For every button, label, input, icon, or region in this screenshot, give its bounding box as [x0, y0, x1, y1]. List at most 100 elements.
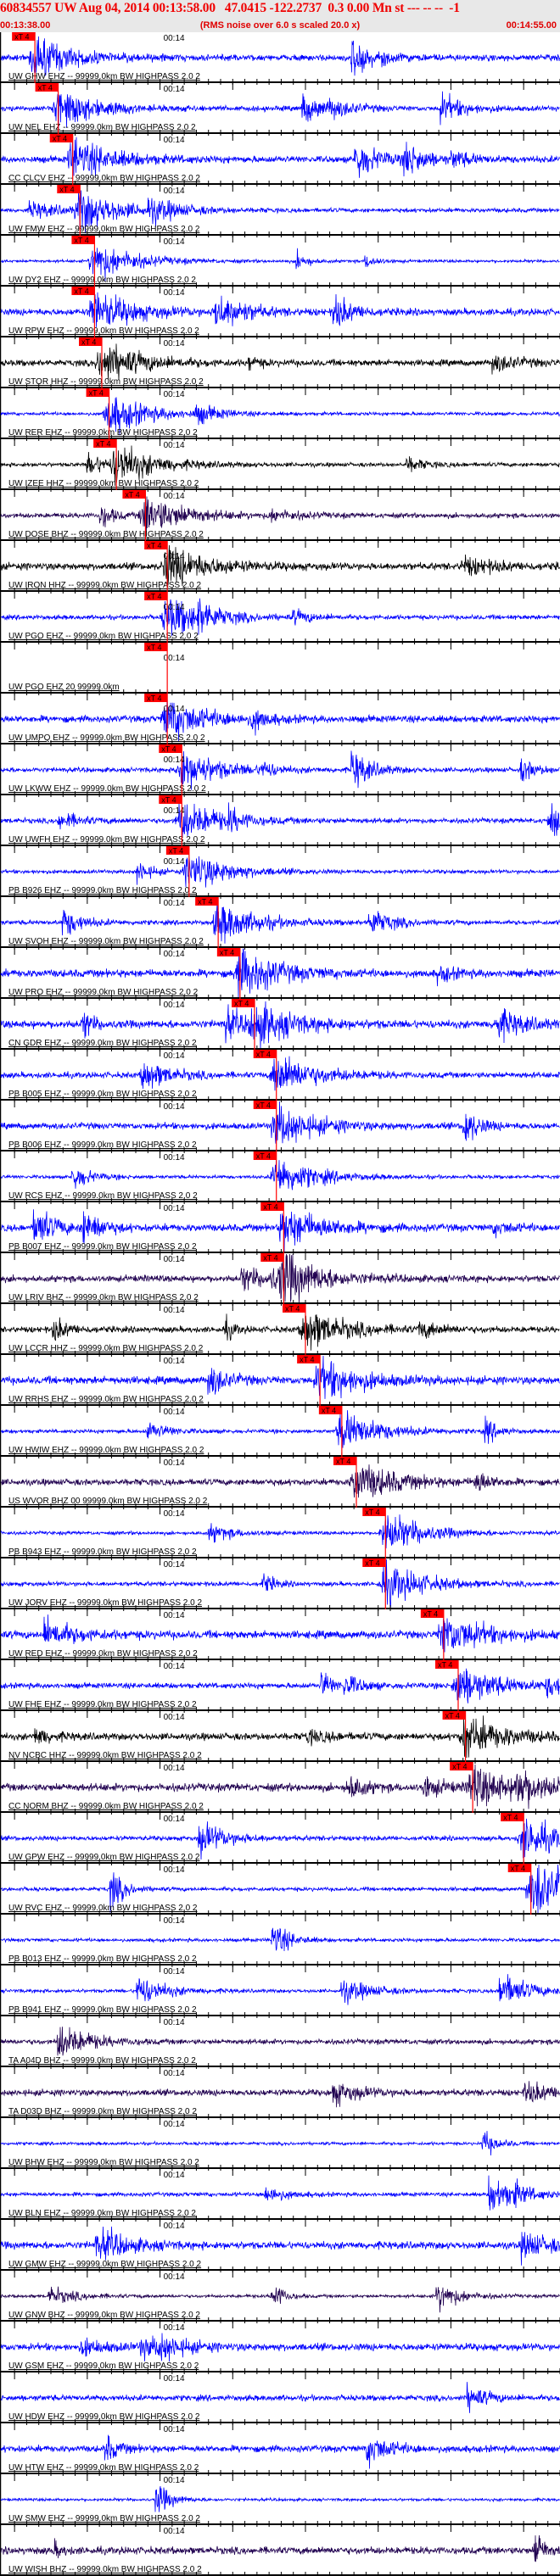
pick-label: xT 4 [336, 1458, 350, 1466]
pick-marker [57, 185, 81, 193]
trace-panel: 00:14 PB B005 EHZ -- 99999.0km BW HIGHPAS… [0, 1050, 560, 1107]
waveform [0, 750, 560, 790]
trace-panel: 00:14 UW IRON HHZ -- 99999.0km BW HIGHPAS… [0, 541, 560, 599]
tick-label: 00:14 [164, 806, 185, 816]
trace-panel: 00:14 UW LRIV BHZ -- 99999.0km BW HIGHPAS… [0, 1253, 560, 1311]
pick-label: xT 4 [452, 1763, 467, 1771]
waveform [0, 1614, 560, 1653]
trace-panel: 00:14 UW DY2 EHZ -- 99999.0km BW HIGHPASS… [0, 236, 560, 293]
waveform [1, 1864, 560, 1914]
waveform [0, 1410, 560, 1448]
pick-label: xT 4 [445, 1712, 460, 1720]
trace-panel: 00:14 UW GSM EHZ -- 99999.0km BW HIGHPASS… [0, 2323, 560, 2379]
pick-marker [253, 1050, 277, 1058]
waveform [0, 2286, 560, 2313]
tick-label: 00:14 [164, 950, 185, 959]
tick-label: 00:14 [164, 2323, 185, 2333]
station-label: UW RED EHZ -- 99999.0km BW HIGHPASS 2.0 … [8, 1649, 198, 1659]
trace-panel: 00:14 NV NCBC HHZ -- 99999.0km BW HIGHPAS… [0, 1711, 560, 1769]
tick-label: 00:14 [164, 492, 185, 501]
tick-label: 00:14 [164, 339, 185, 348]
trace-panel: 00:14 PB B006 EHZ -- 99999.0km BW HIGHPAS… [0, 1101, 560, 1158]
station-label: UW NEL EHZ -- 99999.0km BW HIGHPASS 2.0 … [8, 123, 196, 132]
trace-panel: 00:14 UW LKWW EHZ -- 99999.0km BW HIGHPAS… [0, 744, 560, 802]
tick-label: 00:14 [164, 288, 185, 298]
station-label: UW BHW EHZ -- 99999.0km BW HIGHPASS 2.0 … [8, 2158, 199, 2167]
waveform [0, 1974, 560, 2005]
tick-label: 00:14 [164, 1408, 185, 1417]
trace-panel: 00:14 UW PGO EHZ -- 99999.0km BW HIGHPASS… [0, 592, 560, 650]
station-label: PB B013 EHZ -- 99999.0km BW HIGHPASS 2.0… [8, 1954, 197, 1964]
waveform [0, 190, 560, 234]
pick-marker [216, 948, 240, 956]
trace-panel: 00:14 UW DOSE BHZ -- 99999.0km BW HIGHPAS… [0, 490, 560, 548]
tick-label: 00:14 [164, 1560, 185, 1570]
tick-label: 00:14 [164, 2476, 185, 2485]
pick-marker [144, 592, 168, 600]
tick-label: 00:14 [164, 441, 185, 450]
pick-marker [86, 388, 109, 397]
pick-label: xT 4 [147, 694, 161, 703]
station-label: UW JORV EHZ -- 99999.0km BW HIGHPASS 2.0… [8, 1598, 202, 1608]
event-title: 60834557 UW Aug 04, 2014 00:13:58.00 47.… [0, 1, 460, 15]
tick-label: 00:14 [164, 2018, 185, 2027]
trace-panel: 00:14 UW NEL EHZ -- 99999.0km BW HIGHPASS… [0, 83, 560, 141]
station-label: TA A04D BHZ -- 99999.0km BW HIGHPASS 2.0… [8, 2056, 196, 2066]
tick-label: 00:14 [164, 2120, 185, 2129]
trace-panel: 00:14 UW GPW EHZ -- 99999.0km BW HIGHPASS… [0, 1813, 560, 1871]
trace-panel: 00:14 PB B941 EHZ -- 99999.0km BW HIGHPAS… [0, 1967, 560, 2023]
waveform [0, 1668, 560, 1703]
trace-panel: 00:14 UW GNW BHZ -- 99999.0km BW HIGHPASS… [0, 2272, 560, 2328]
start-time: 00:13:38.00 [0, 20, 51, 31]
pick-marker [442, 1711, 466, 1720]
waveform [0, 2027, 560, 2056]
waveform [0, 598, 560, 637]
tick-label: 00:14 [164, 603, 185, 612]
trace-panel: 00:14 UW WISH BHZ -- 99999.0km BW HIGHPAS… [0, 2527, 560, 2576]
station-label: US WVOR BHZ 00 99999.0km BW HIGHPASS 2.0… [8, 1497, 208, 1506]
tick-label: 00:14 [164, 2374, 185, 2384]
pick-marker [35, 83, 59, 92]
pick-marker [159, 744, 182, 753]
station-label: UW HTW EHZ -- 99999.0km BW HIGHPASS 2.0 … [8, 2463, 199, 2473]
station-label: UW DOSE BHZ -- 99999.0km BW HIGHPASS 2.0… [8, 530, 204, 539]
trace-panel: 00:14 TA A04D BHZ -- 99999.0km BW HIGHPAS… [0, 2018, 560, 2074]
trace-panel: 00:14 UW SVOH EHZ -- 99999.0km BW HIGHPAS… [0, 897, 560, 955]
waveform [0, 1715, 560, 1759]
trace-panel: 00:14 UW GMW EHZ -- 99999.0km BW HIGHPASS… [0, 2222, 560, 2278]
pick-marker [318, 1406, 342, 1414]
waveform [0, 1056, 560, 1091]
station-label: CC NORM BHZ -- 99999.0km BW HIGHPASS 2.0… [8, 1802, 204, 1811]
pick-label: xT 4 [423, 1610, 438, 1619]
tick-label: 00:14 [164, 1865, 185, 1875]
tick-label: 00:14 [164, 2171, 185, 2180]
tick-label: 00:14 [164, 1255, 185, 1264]
pick-marker [122, 490, 146, 499]
pick-marker [450, 1762, 473, 1770]
tick-label: 00:14 [164, 34, 185, 43]
pick-marker [49, 134, 73, 142]
pick-marker [93, 439, 117, 448]
tick-label: 00:14 [164, 1611, 185, 1620]
station-label: UW UMPQ EHZ -- 99999.0km BW HIGHPASS 2.0… [8, 733, 205, 743]
waveform [0, 1209, 560, 1253]
station-label: UW RRHS EHZ -- 99999.0km BW HIGHPASS 2.0… [8, 1395, 204, 1404]
waveform [0, 1764, 560, 1809]
pick-label: xT 4 [147, 644, 161, 652]
station-label: UW FHE EHZ -- 99999.0km BW HIGHPASS 2.0 … [8, 1700, 197, 1709]
waveform [0, 248, 560, 282]
trace-panel: 00:14 UW BLN EHZ -- 99999.0km BW HIGHPASS… [0, 2171, 560, 2227]
tick-label: 00:14 [164, 654, 185, 663]
pick-marker [435, 1660, 458, 1669]
trace-panel: 00:14 TA D03D BHZ -- 99999.0km BW HIGHPAS… [0, 2069, 560, 2125]
end-time: 00:14:55.00 [506, 20, 557, 31]
tick-label: 00:14 [164, 756, 185, 765]
trace-panel: 00:14 UW RER EHZ -- 99999.0km BW HIGHPASS… [0, 388, 560, 446]
station-label: UW UWFH EHZ -- 99999.0km BW HIGHPASS 2.0… [8, 835, 205, 845]
trace-panel: 00:14 UW PRO EHZ -- 99999.0km BW HIGHPASS… [0, 948, 560, 1006]
pick-label: xT 4 [256, 1152, 271, 1161]
waveform [0, 2434, 560, 2469]
station-label: UW PGO EHZ -- 99999.0km BW HIGHPASS 2.0 … [8, 632, 199, 641]
tick-label: 00:14 [164, 2527, 185, 2536]
tick-label: 00:14 [164, 2425, 185, 2434]
